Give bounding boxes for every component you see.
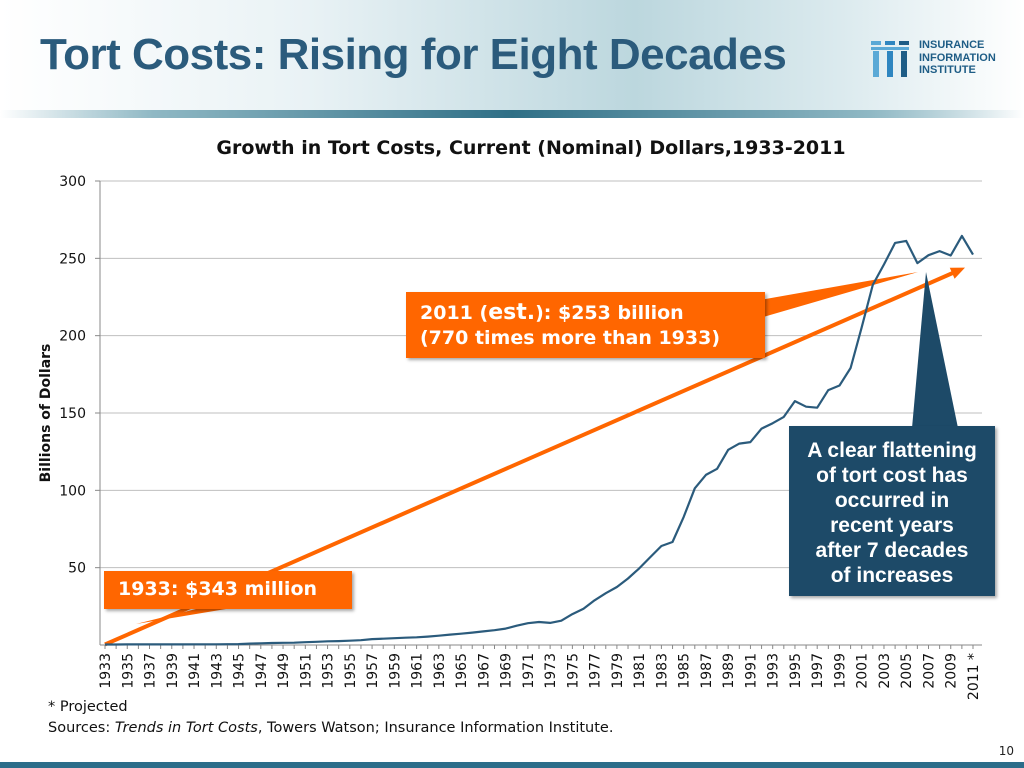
- x-tick-label: 1941: [187, 653, 203, 689]
- note-line: after 7 decades: [815, 539, 969, 562]
- header-background: [0, 0, 1024, 118]
- callout-2011-pointer: [760, 272, 918, 318]
- x-tick-label: 1961: [410, 653, 426, 689]
- y-tick-label: 150: [59, 406, 86, 422]
- x-tick-label: 1943: [209, 653, 225, 689]
- x-tick-label: 2003: [877, 653, 893, 689]
- logo-line-3: INSTITUTE: [919, 64, 976, 76]
- x-tick-label: 1951: [298, 653, 314, 689]
- x-tick-label: 1939: [165, 653, 181, 689]
- x-tick-label: 1967: [476, 653, 492, 689]
- x-tick-label: 1983: [654, 653, 670, 689]
- sources-line: Sources: Trends in Tort Costs, Towers Wa…: [48, 720, 614, 736]
- callout-2011-line-1: 2011 (est.): $253 billion: [420, 300, 684, 325]
- x-tick-label: 1959: [387, 653, 403, 689]
- x-tick-label: 1997: [810, 653, 826, 689]
- x-tick-label: 2005: [899, 653, 915, 689]
- x-tick-label: 1935: [120, 653, 136, 689]
- tort-cost-series-line: [105, 234, 974, 646]
- footnote: * Projected Sources: Trends in Tort Cost…: [48, 697, 613, 739]
- note-line: of increases: [830, 564, 954, 587]
- x-tick-label: 1965: [454, 653, 470, 689]
- y-tick-label: 50: [68, 561, 86, 577]
- x-tick-label: 1993: [766, 653, 782, 689]
- x-tick-label: 1953: [321, 653, 337, 689]
- y-axis-label: Billions of Dollars: [38, 344, 54, 483]
- x-tick-label: 2007: [921, 653, 937, 689]
- x-tick-label: 1969: [499, 653, 515, 689]
- header-divider: [0, 110, 1024, 118]
- x-tick-label: 1995: [788, 653, 804, 689]
- iii-logo-icon: [871, 41, 909, 77]
- x-tick-label: 1933: [98, 653, 114, 689]
- x-tick-label: 1963: [432, 653, 448, 689]
- logo-line-2: INFORMATION: [919, 51, 996, 64]
- x-tick-label: 1957: [365, 653, 381, 689]
- page-number: 10: [998, 744, 1014, 758]
- sources-report-title: Trends in Tort Costs: [114, 720, 258, 736]
- x-tick-label: 1955: [343, 653, 359, 689]
- y-tick-label: 300: [59, 174, 86, 190]
- callout-1933-value: 1933: $343 million: [104, 571, 352, 609]
- x-tick-label: 1949: [276, 653, 292, 689]
- trend-arrow-head: [949, 267, 965, 279]
- x-tick-label: 1987: [699, 653, 715, 689]
- flattening-note-box: A clear flattening of tort cost has occu…: [789, 426, 995, 596]
- callout-2011-estimate: 2011 (est.): $253 billion (770 times mor…: [406, 292, 765, 358]
- callout-1933-pointer: [136, 605, 250, 624]
- y-tick-label: 200: [59, 329, 86, 345]
- note-line: recent years: [830, 514, 954, 537]
- x-tick-label: 1973: [543, 653, 559, 689]
- x-tick-label: 1971: [521, 653, 537, 689]
- x-tick-label: 2009: [944, 653, 960, 689]
- page-title: Tort Costs: Rising for Eight Decades: [40, 30, 787, 79]
- x-tick-label: 2001: [855, 653, 871, 689]
- note-box-pointer: [912, 272, 958, 428]
- x-tick-label: 1981: [632, 653, 648, 689]
- x-tick-label: 1937: [143, 653, 159, 689]
- iii-logo-text: INSURANCE INFORMATION INSTITUTE: [919, 39, 996, 77]
- x-tick-label: 1991: [743, 653, 759, 689]
- note-line: A clear flattening: [807, 439, 977, 462]
- x-tick-label: 2011 *: [966, 653, 982, 700]
- x-tick-label: 1999: [832, 653, 848, 689]
- note-line: of tort cost has: [816, 464, 968, 487]
- x-tick-label: 1979: [610, 653, 626, 689]
- y-tick-label: 250: [59, 251, 86, 267]
- note-line: occurred in: [834, 489, 950, 512]
- x-tick-label: 1975: [565, 653, 581, 689]
- x-tick-label: 1977: [588, 653, 604, 689]
- bottom-bar: [0, 762, 1024, 768]
- chart-title: Growth in Tort Costs, Current (Nominal) …: [216, 137, 845, 159]
- x-tick-label: 1947: [254, 653, 270, 689]
- x-tick-label: 1989: [721, 653, 737, 689]
- callout-2011-line-2: (770 times more than 1933): [420, 327, 721, 349]
- projected-note: * Projected: [48, 699, 128, 715]
- logo-line-1: INSURANCE: [919, 39, 985, 51]
- x-tick-label: 1945: [232, 653, 248, 689]
- callout-2011-est: est.: [488, 300, 536, 325]
- x-tick-label: 1985: [677, 653, 693, 689]
- iii-logo: INSURANCE INFORMATION INSTITUTE: [868, 38, 1018, 80]
- y-tick-label: 100: [59, 483, 86, 499]
